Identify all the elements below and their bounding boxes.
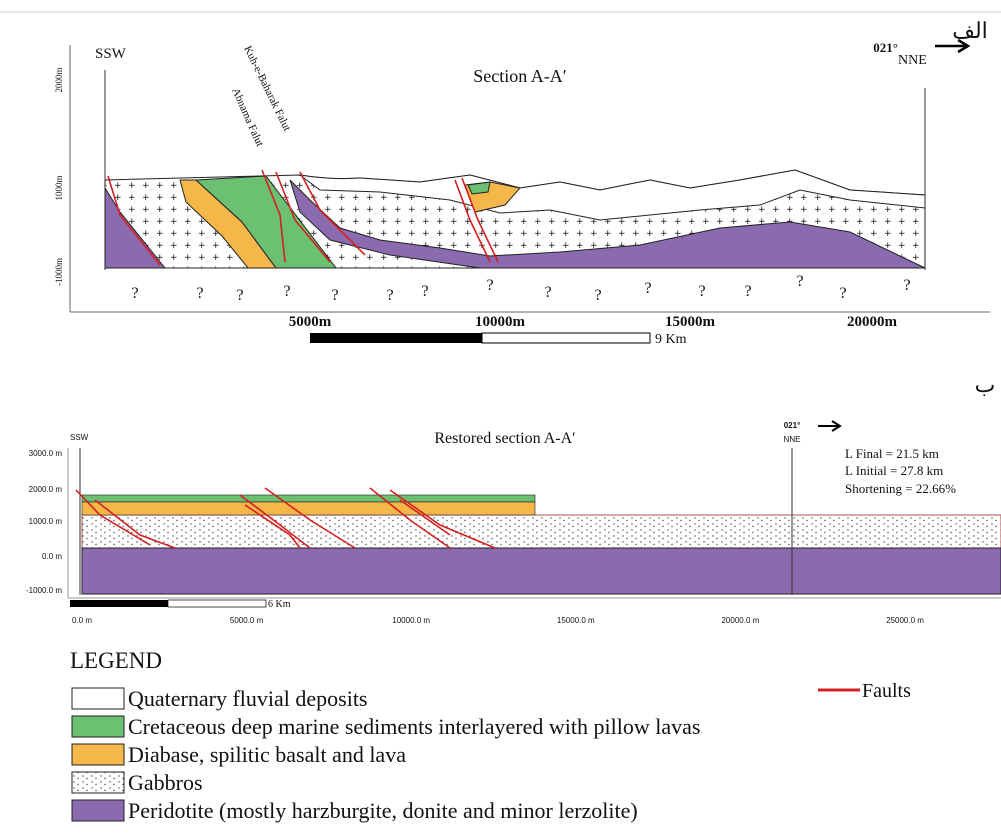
distance-label: 5000m bbox=[289, 314, 332, 330]
unknown-mark: ? bbox=[386, 287, 393, 304]
unknown-mark: ? bbox=[698, 283, 705, 300]
azimuth: 021° bbox=[784, 421, 801, 430]
depth-label: 0.0 m bbox=[42, 552, 62, 561]
unknown-mark: ? bbox=[196, 285, 203, 302]
note: Shortening = 22.66% bbox=[845, 481, 956, 496]
panel-label: الف bbox=[952, 18, 988, 43]
distance-label: 15000.0 m bbox=[557, 616, 595, 625]
distance-label: 10000m bbox=[475, 314, 526, 330]
unknown-mark: ? bbox=[544, 284, 551, 301]
legend-swatch bbox=[72, 716, 124, 737]
depth-label: 3000.0 m bbox=[29, 449, 63, 458]
scale-label: 9 Km bbox=[655, 332, 687, 347]
diabase bbox=[82, 502, 535, 515]
azimuth: 021° bbox=[873, 40, 898, 55]
scale-label: 6 Km bbox=[268, 599, 291, 610]
legend-label: Peridotite (mostly harzburgite, donite a… bbox=[128, 798, 638, 823]
arrow bbox=[818, 421, 840, 431]
legend-label: Cretaceous deep marine sediments interla… bbox=[128, 714, 700, 739]
legend-swatch bbox=[72, 688, 124, 709]
unknown-mark: ? bbox=[131, 285, 138, 302]
direction: NNE bbox=[898, 53, 927, 68]
peridotite bbox=[82, 548, 1001, 594]
depth-label: -1000m bbox=[54, 258, 64, 286]
direction: SSW bbox=[70, 433, 89, 442]
panel-label: ب bbox=[975, 372, 996, 397]
section-title: Restored section A-A′ bbox=[434, 430, 575, 447]
direction: SSW bbox=[95, 46, 127, 62]
legend-swatch bbox=[72, 772, 124, 793]
fault-label: Abnama Falut bbox=[229, 86, 265, 148]
unknown-mark: ? bbox=[486, 277, 493, 294]
scale-bar bbox=[482, 333, 650, 343]
depth-label: 2000m bbox=[54, 67, 64, 92]
unknown-mark: ? bbox=[796, 273, 803, 290]
unknown-mark: ? bbox=[236, 287, 243, 304]
distance-label: 20000m bbox=[847, 314, 898, 330]
note: L Final = 21.5 km bbox=[845, 446, 939, 461]
legend-label: Faults bbox=[862, 680, 911, 702]
note: L Initial = 27.8 km bbox=[845, 463, 943, 478]
legend-label: Quaternary fluvial deposits bbox=[128, 686, 368, 711]
scale-bar bbox=[70, 600, 168, 607]
direction: NNE bbox=[784, 435, 801, 444]
unknown-mark: ? bbox=[331, 287, 338, 304]
unknown-mark: ? bbox=[421, 283, 428, 300]
unknown-mark: ? bbox=[903, 277, 910, 294]
figure: + الف SSW Section A-A′ 021° NNE Kuh-e-Ba… bbox=[0, 0, 1001, 840]
unknown-mark: ? bbox=[644, 280, 651, 297]
distance-label: 20000.0 m bbox=[721, 616, 759, 625]
depth-label: -1000.0 m bbox=[26, 586, 62, 595]
depth-label: 1000.0 m bbox=[29, 517, 63, 526]
legend-swatch bbox=[72, 744, 124, 765]
scale-bar bbox=[168, 600, 266, 607]
distance-label: 15000m bbox=[665, 314, 716, 330]
distance-label: 5000.0 m bbox=[230, 616, 264, 625]
legend-title: LEGEND bbox=[70, 648, 162, 673]
cretaceous bbox=[82, 495, 535, 502]
unknown-mark: ? bbox=[283, 283, 290, 300]
scale-bar bbox=[310, 333, 482, 343]
legend-label: Gabbros bbox=[128, 770, 203, 795]
distance-label: 10000.0 m bbox=[392, 616, 430, 625]
unknown-mark: ? bbox=[839, 285, 846, 302]
distance-label: 25000.0 m bbox=[886, 616, 924, 625]
distance-label: 0.0 m bbox=[72, 616, 92, 625]
unknown-mark: ? bbox=[744, 283, 751, 300]
depth-label: 2000.0 m bbox=[29, 485, 63, 494]
gabbro bbox=[82, 515, 1001, 548]
unknown-mark: ? bbox=[594, 287, 601, 304]
section-title: Section A-A′ bbox=[473, 66, 566, 86]
legend-swatch bbox=[72, 800, 124, 821]
legend-label: Diabase, spilitic basalt and lava bbox=[128, 742, 406, 767]
depth-label: 1000m bbox=[54, 175, 64, 200]
